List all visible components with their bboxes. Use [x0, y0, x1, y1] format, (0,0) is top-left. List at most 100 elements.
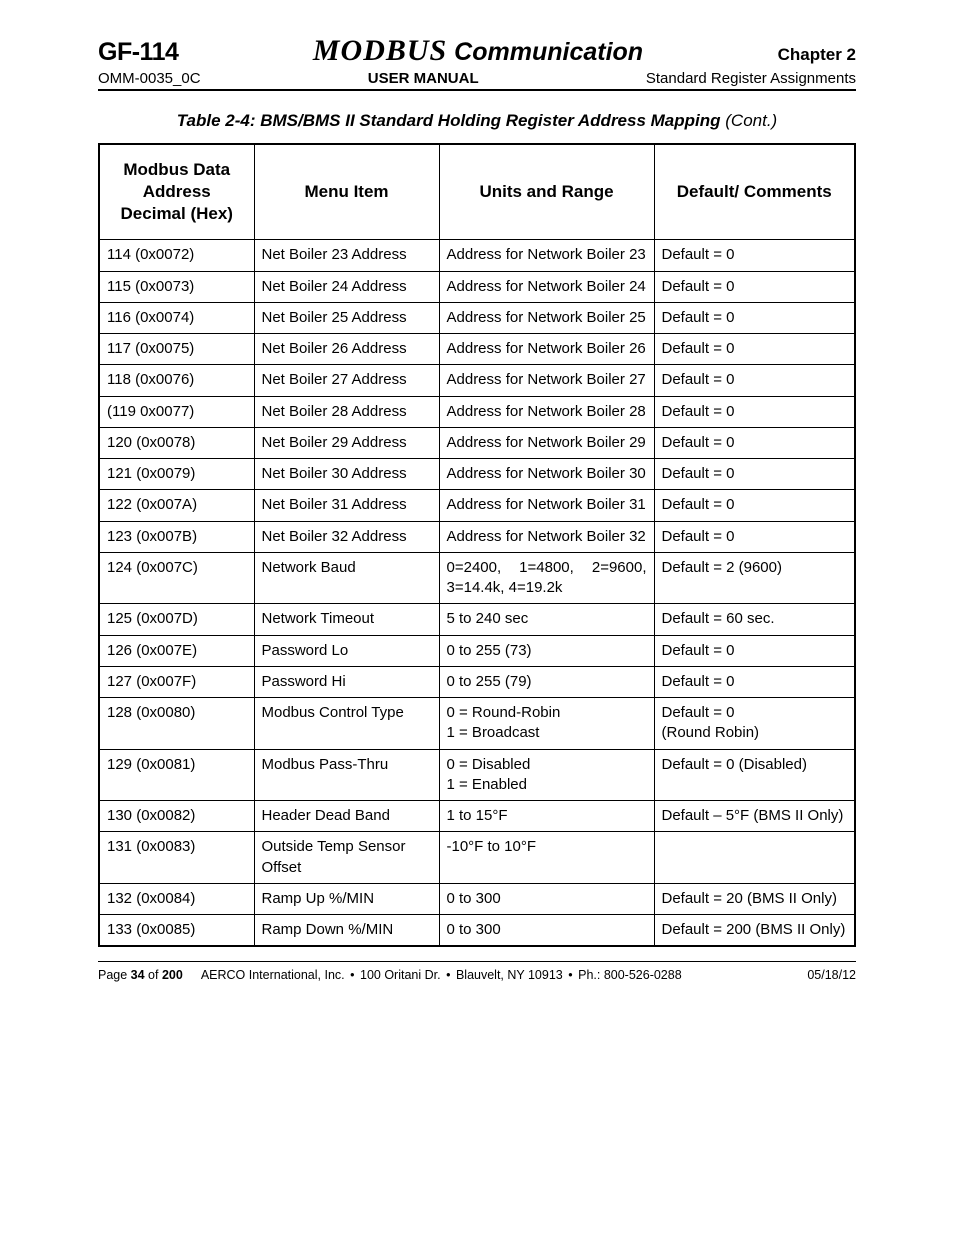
cell-address: 117 (0x0075) — [99, 334, 254, 365]
cell-address: 122 (0x007A) — [99, 490, 254, 521]
cell-default-comments: Default – 5°F (BMS II Only) — [654, 801, 855, 832]
communication-word: Communication — [447, 38, 643, 66]
bullet-icon: • — [348, 968, 356, 982]
col-header-address: Modbus Data Address Decimal (Hex) — [99, 144, 254, 240]
cell-menu-item: Net Boiler 28 Address — [254, 396, 439, 427]
table-row: 127 (0x007F)Password Hi0 to 255 (79)Defa… — [99, 666, 855, 697]
cell-default-comments: Default = 20 (BMS II Only) — [654, 883, 855, 914]
cell-address: 124 (0x007C) — [99, 552, 254, 604]
col-header-units: Units and Range — [439, 144, 654, 240]
cell-address: 129 (0x0081) — [99, 749, 254, 801]
header-row: GF-114 MODBUS Communication Chapter 2 — [98, 34, 856, 68]
table-title-main: Table 2-4: BMS/BMS II Standard Holding R… — [177, 111, 725, 130]
table-row: 132 (0x0084)Ramp Up %/MIN0 to 300Default… — [99, 883, 855, 914]
cell-menu-item: Ramp Up %/MIN — [254, 883, 439, 914]
page-number: 34 — [131, 968, 145, 982]
table-row: 121 (0x0079)Net Boiler 30 AddressAddress… — [99, 459, 855, 490]
cell-default-comments — [654, 832, 855, 884]
cell-units-range: Address for Network Boiler 28 — [439, 396, 654, 427]
cell-units-range: 0 to 255 (79) — [439, 666, 654, 697]
table-row: 128 (0x0080)Modbus Control Type0 = Round… — [99, 698, 855, 750]
cell-address: 132 (0x0084) — [99, 883, 254, 914]
cell-default-comments: Default = 200 (BMS II Only) — [654, 915, 855, 947]
cell-address: 131 (0x0083) — [99, 832, 254, 884]
col-header-default: Default/ Comments — [654, 144, 855, 240]
footer-addr1: 100 Oritani Dr. — [360, 968, 441, 982]
cell-units-range: 5 to 240 sec — [439, 604, 654, 635]
cell-address: 128 (0x0080) — [99, 698, 254, 750]
cell-units-range: Address for Network Boiler 23 — [439, 240, 654, 271]
doc-revision: OMM-0035_0C — [98, 70, 201, 87]
cell-address: 114 (0x0072) — [99, 240, 254, 271]
user-manual-label: USER MANUAL — [201, 70, 646, 87]
cell-units-range: 0 = Disabled 1 = Enabled — [439, 749, 654, 801]
cell-address: 126 (0x007E) — [99, 635, 254, 666]
footer-company-info: AERCO International, Inc. • 100 Oritani … — [201, 968, 790, 982]
table-row: 122 (0x007A)Net Boiler 31 AddressAddress… — [99, 490, 855, 521]
page-of: of — [145, 968, 162, 982]
table-row: 125 (0x007D)Network Timeout5 to 240 secD… — [99, 604, 855, 635]
cell-menu-item: Net Boiler 23 Address — [254, 240, 439, 271]
cell-units-range: Address for Network Boiler 27 — [439, 365, 654, 396]
cell-menu-item: Net Boiler 25 Address — [254, 302, 439, 333]
doc-title: MODBUS Communication — [178, 34, 777, 68]
bullet-icon: • — [566, 968, 574, 982]
bullet-icon: • — [444, 968, 452, 982]
cell-address: 121 (0x0079) — [99, 459, 254, 490]
cell-default-comments: Default = 0 — [654, 365, 855, 396]
cell-menu-item: Modbus Pass-Thru — [254, 749, 439, 801]
cell-units-range: -10°F to 10°F — [439, 832, 654, 884]
cell-units-range: Address for Network Boiler 25 — [439, 302, 654, 333]
cell-address: 115 (0x0073) — [99, 271, 254, 302]
col-header-menu: Menu Item — [254, 144, 439, 240]
cell-units-range: Address for Network Boiler 26 — [439, 334, 654, 365]
cell-menu-item: Net Boiler 29 Address — [254, 427, 439, 458]
cell-units-range: 0 to 300 — [439, 883, 654, 914]
cell-default-comments: Default = 2 (9600) — [654, 552, 855, 604]
table-row: 118 (0x0076)Net Boiler 27 AddressAddress… — [99, 365, 855, 396]
table-row: 116 (0x0074)Net Boiler 25 AddressAddress… — [99, 302, 855, 333]
section-label: Standard Register Assignments — [646, 70, 856, 87]
cell-default-comments: Default = 0 — [654, 490, 855, 521]
page-prefix: Page — [98, 968, 131, 982]
cell-default-comments: Default = 0 — [654, 396, 855, 427]
cell-units-range: Address for Network Boiler 24 — [439, 271, 654, 302]
page: GF-114 MODBUS Communication Chapter 2 OM… — [0, 0, 954, 1002]
cell-units-range: Address for Network Boiler 32 — [439, 521, 654, 552]
cell-default-comments: Default = 0 (Disabled) — [654, 749, 855, 801]
cell-default-comments: Default = 0 — [654, 459, 855, 490]
table-row: 120 (0x0078)Net Boiler 29 AddressAddress… — [99, 427, 855, 458]
chapter-label: Chapter 2 — [778, 45, 856, 65]
cell-address: 127 (0x007F) — [99, 666, 254, 697]
cell-units-range: 0=2400, 1=4800, 2=9600, 3=14.4k, 4=19.2k — [439, 552, 654, 604]
modbus-word: MODBUS — [313, 34, 447, 67]
table-row: (119 0x0077)Net Boiler 28 AddressAddress… — [99, 396, 855, 427]
cell-menu-item: Modbus Control Type — [254, 698, 439, 750]
cell-menu-item: Outside Temp Sensor Offset — [254, 832, 439, 884]
cell-default-comments: Default = 0 — [654, 666, 855, 697]
table-row: 126 (0x007E)Password Lo0 to 255 (73)Defa… — [99, 635, 855, 666]
cell-menu-item: Net Boiler 31 Address — [254, 490, 439, 521]
table-row: 129 (0x0081)Modbus Pass-Thru0 = Disabled… — [99, 749, 855, 801]
cell-units-range: 1 to 15°F — [439, 801, 654, 832]
table-row: 124 (0x007C)Network Baud0=2400, 1=4800, … — [99, 552, 855, 604]
cell-units-range: 0 to 300 — [439, 915, 654, 947]
cell-menu-item: Net Boiler 27 Address — [254, 365, 439, 396]
cell-address: 118 (0x0076) — [99, 365, 254, 396]
cell-address: 130 (0x0082) — [99, 801, 254, 832]
page-total: 200 — [162, 968, 183, 982]
table-title: Table 2-4: BMS/BMS II Standard Holding R… — [98, 111, 856, 131]
cell-units-range: Address for Network Boiler 31 — [439, 490, 654, 521]
cell-address: 125 (0x007D) — [99, 604, 254, 635]
cell-menu-item: Ramp Down %/MIN — [254, 915, 439, 947]
cell-units-range: 0 = Round-Robin 1 = Broadcast — [439, 698, 654, 750]
footer-addr2: Blauvelt, NY 10913 — [456, 968, 563, 982]
cell-default-comments: Default = 0 — [654, 271, 855, 302]
cell-units-range: 0 to 255 (73) — [439, 635, 654, 666]
table-row: 131 (0x0083)Outside Temp Sensor Offset-1… — [99, 832, 855, 884]
cell-menu-item: Header Dead Band — [254, 801, 439, 832]
cell-default-comments: Default = 0 (Round Robin) — [654, 698, 855, 750]
cell-units-range: Address for Network Boiler 30 — [439, 459, 654, 490]
table-row: 123 (0x007B)Net Boiler 32 AddressAddress… — [99, 521, 855, 552]
cell-address: 120 (0x0078) — [99, 427, 254, 458]
